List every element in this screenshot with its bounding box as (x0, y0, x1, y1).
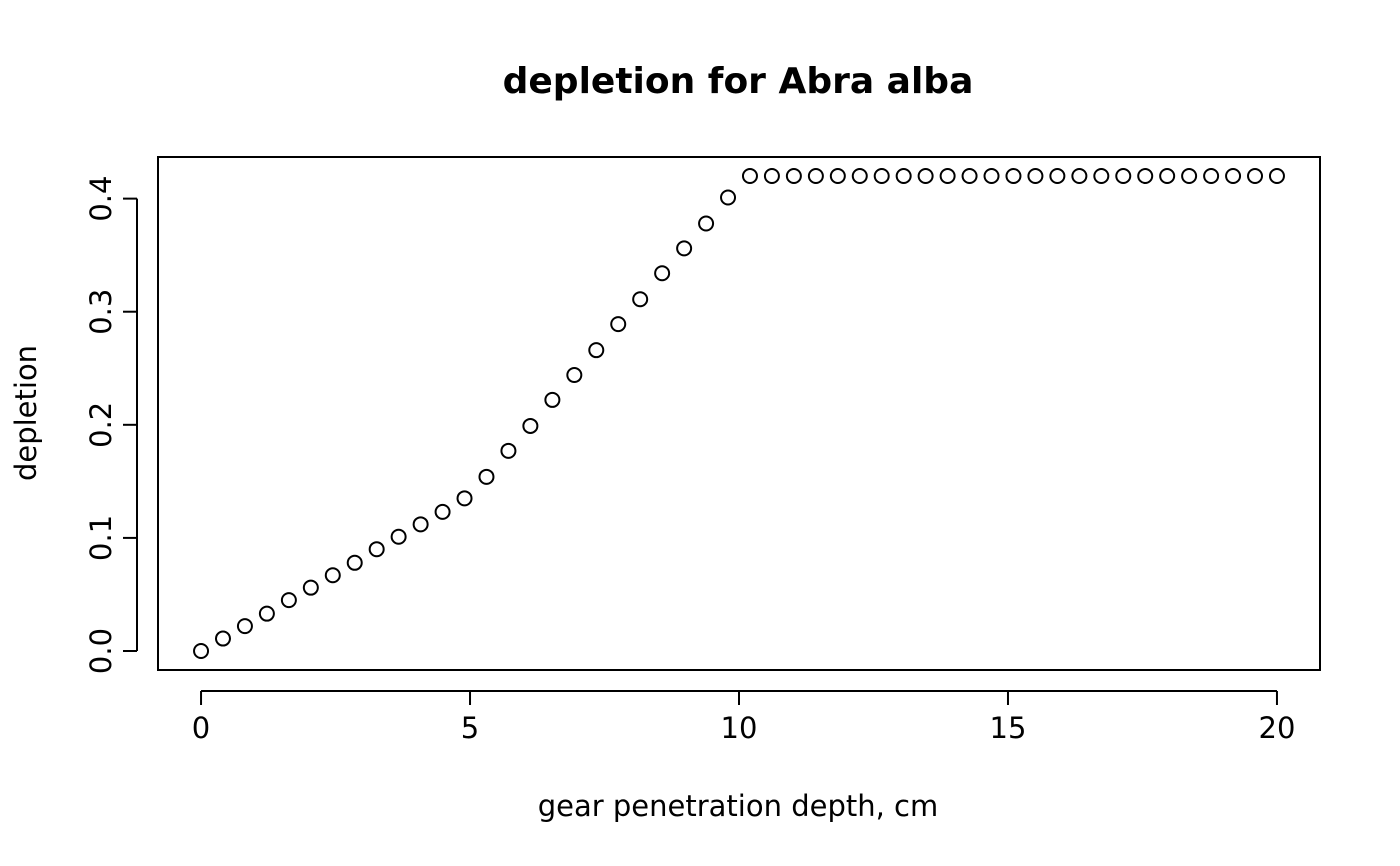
x-axis-label: gear penetration depth, cm (538, 789, 939, 823)
data-point (785, 168, 802, 184)
data-point (1071, 168, 1088, 184)
data-point (302, 579, 319, 596)
y-tick-label: 0.1 (84, 515, 118, 561)
x-tick-label: 0 (192, 711, 210, 745)
data-point (478, 468, 495, 485)
data-point (412, 516, 429, 533)
data-point (1225, 168, 1242, 184)
data-points (193, 168, 1285, 659)
data-point (588, 342, 605, 359)
y-tick-label: 0.3 (84, 289, 118, 335)
data-point (1159, 168, 1176, 184)
data-point (895, 168, 912, 184)
data-point (193, 643, 210, 659)
data-point (1137, 168, 1154, 184)
data-point (829, 168, 846, 184)
data-point (610, 316, 627, 333)
data-point (763, 168, 780, 184)
data-point (456, 490, 473, 507)
y-axis-label: depletion (9, 345, 43, 481)
data-point (698, 215, 715, 232)
data-point (632, 291, 649, 308)
data-point (654, 265, 671, 282)
data-point (720, 189, 737, 206)
data-point (807, 168, 824, 184)
data-point (236, 618, 253, 635)
data-point (961, 168, 978, 184)
data-point (390, 528, 407, 545)
x-axis: 0 5 10 15 20 (192, 690, 1296, 745)
data-point (851, 168, 868, 184)
y-tick-label: 0.0 (84, 628, 118, 674)
data-point (1049, 168, 1066, 184)
data-point (873, 168, 890, 184)
x-tick-label: 20 (1259, 711, 1296, 745)
x-tick-label: 10 (721, 711, 758, 745)
data-point (983, 168, 1000, 184)
chart-title: depletion for Abra alba (503, 61, 974, 102)
data-point (280, 592, 297, 609)
data-point (917, 168, 934, 184)
data-point (1181, 168, 1198, 184)
data-point (939, 168, 956, 184)
data-point (434, 503, 451, 520)
data-point (1268, 168, 1285, 184)
y-tick-label: 0.4 (84, 176, 118, 222)
data-point (676, 240, 693, 257)
data-point (500, 442, 517, 459)
x-tick-label: 5 (461, 711, 479, 745)
data-point (368, 541, 385, 558)
data-point (1005, 168, 1022, 184)
data-point (258, 605, 275, 622)
data-point (544, 391, 561, 408)
data-point (741, 168, 758, 184)
data-point (566, 367, 583, 384)
data-point (1093, 168, 1110, 184)
data-point (324, 567, 341, 584)
data-point (1203, 168, 1220, 184)
data-point (522, 417, 539, 434)
data-point (1247, 168, 1264, 184)
x-tick-label: 15 (990, 711, 1027, 745)
data-point (1027, 168, 1044, 184)
y-tick-label: 0.2 (84, 402, 118, 448)
plot-frame (157, 156, 1321, 671)
data-point (346, 554, 363, 571)
data-point (1115, 168, 1132, 184)
data-point (214, 630, 231, 647)
y-axis: 0.0 0.1 0.2 0.3 0.4 (84, 176, 138, 674)
